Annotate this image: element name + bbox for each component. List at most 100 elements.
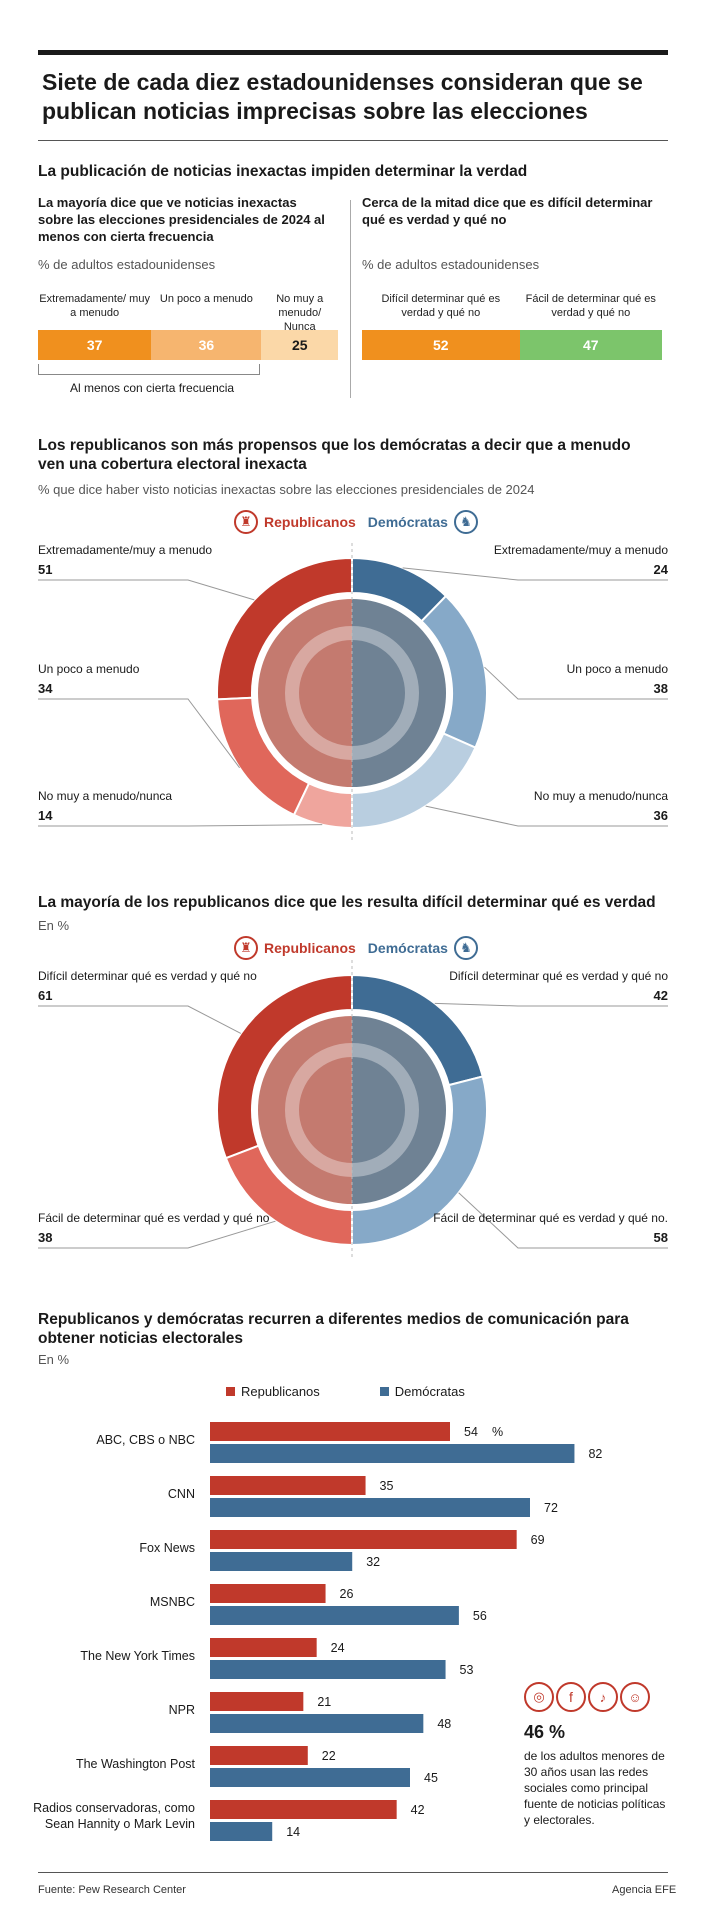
donkey-icon: ♞	[453, 936, 478, 960]
dem-label: Extremadamente/muy a menudo	[494, 543, 668, 557]
footer-source: Fuente: Pew Research Center	[38, 1884, 186, 1896]
bar-rep	[210, 1746, 308, 1765]
stacked-segment-left: 25	[261, 330, 338, 360]
callout-text: de los adultos menores de 30 años usan l…	[524, 1749, 666, 1827]
rep-label: No muy a menudo/nunca	[38, 789, 172, 803]
leader-line	[434, 1002, 668, 1007]
legend-dem: Demócratas	[367, 940, 448, 956]
bar-value-label: 14	[286, 1825, 300, 1839]
leader-line	[38, 1220, 276, 1249]
elephant-icon: ♜	[234, 510, 258, 534]
section1-right-unit: % de adultos estadounidenses	[362, 257, 540, 272]
segment-label: Fácil de determinar qué es verdad y qué …	[525, 293, 656, 319]
bar-dem	[210, 1606, 459, 1625]
rep-label: Fácil de determinar qué es verdad y qué …	[38, 1211, 270, 1225]
title-divider	[38, 140, 668, 141]
dem-label: Difícil determinar qué es verdad y qué n…	[449, 969, 668, 983]
leader-line	[38, 824, 323, 827]
dem-value: 36	[654, 808, 668, 823]
bar-rep	[210, 1476, 366, 1495]
segment-label: No muy a menudo/ Nunca	[276, 293, 324, 333]
legend-dem: Demócratas	[367, 514, 448, 530]
stacked-segment-right: 47	[519, 330, 662, 360]
bar-value-label: 69	[531, 1533, 545, 1547]
bar-dem	[210, 1822, 273, 1841]
bar-rep	[210, 1584, 326, 1603]
top-rule	[38, 50, 668, 55]
social-icons: ◎ f ♪ ☺	[524, 1682, 650, 1712]
dem-value: 38	[654, 681, 668, 696]
bar-value-label: 26	[340, 1587, 354, 1601]
bar-rep	[210, 1422, 450, 1441]
rep-label: Extremadamente/muy a menudo	[38, 543, 212, 557]
frequency-bracket-label: Al menos con cierta frecuencia	[70, 381, 235, 395]
instagram-icon: ◎	[524, 1682, 554, 1712]
inner-image-dem	[352, 1016, 446, 1204]
bar-rep	[210, 1638, 317, 1657]
bar-dem	[210, 1498, 530, 1517]
bar-rep	[210, 1692, 304, 1711]
tiktok-icon: ♪	[588, 1682, 618, 1712]
rep-value: 34	[38, 681, 53, 696]
category-label: MSNBC	[150, 1595, 195, 1609]
category-label: The Washington Post	[76, 1757, 196, 1771]
bar-value-label: 21	[317, 1695, 331, 1709]
dem-label: Un poco a menudo	[567, 662, 669, 676]
bar-value-label: 72	[544, 1501, 558, 1515]
dem-value: 58	[654, 1230, 668, 1245]
bar-value-label: 24	[331, 1641, 345, 1655]
bar-rep	[210, 1530, 517, 1549]
bar-dem	[210, 1444, 575, 1463]
segment-label: Un poco a menudo	[159, 293, 253, 305]
section3-legend: ♜ Republicanos Demócratas ♞	[234, 936, 478, 960]
section3-title: La mayoría de los republicanos dice que …	[38, 894, 656, 911]
section2-legend: ♜ Republicanos Demócratas ♞	[234, 510, 478, 534]
dem-value: 24	[654, 562, 669, 577]
section2-title: Los republicanos son más propensos que l…	[38, 437, 631, 473]
category-label: Sean Hannity o Mark Levin	[45, 1817, 195, 1831]
bar-value-label: 53	[460, 1663, 474, 1677]
rep-label: Un poco a menudo	[38, 662, 140, 676]
segment-label: Difícil determinar qué es verdad y qué n…	[381, 293, 501, 319]
snapchat-icon: ☺	[620, 1682, 650, 1712]
section1-divider	[350, 200, 351, 398]
category-label: CNN	[168, 1487, 195, 1501]
section2-donut-chart: Extremadamente/muy a menudo 51 Un poco a m…	[38, 543, 669, 843]
stacked-segment-left: 36	[151, 330, 262, 360]
section4-title: Republicanos y demócratas recurren a dif…	[38, 1311, 629, 1347]
category-label: Radios conservadoras, como	[33, 1801, 195, 1815]
legend-swatch-rep	[226, 1387, 235, 1396]
footer-agency: Agencia EFE	[612, 1884, 677, 1896]
category-label: NPR	[169, 1703, 195, 1717]
media-bar-chart: ABC, CBS o NBC 54 % 82 CNN 35 72 Fox News 69 32 MS…	[33, 1422, 602, 1841]
leader-line	[484, 666, 668, 700]
section3-subtitle: En %	[38, 918, 70, 933]
leader-line	[458, 1192, 668, 1249]
rep-value: 38	[38, 1230, 52, 1245]
leader-line	[402, 567, 668, 581]
stacked-segment-right: 52	[362, 330, 520, 360]
bar-legend: Republicanos Demócratas	[226, 1384, 465, 1399]
leader-line	[38, 698, 241, 769]
bar-value-label: 56	[473, 1609, 487, 1623]
dem-label: Fácil de determinar qué es verdad y qué …	[433, 1211, 668, 1225]
dem-value: 42	[654, 988, 668, 1003]
stacked-segment-left: 37	[38, 330, 152, 360]
category-label: Fox News	[139, 1541, 195, 1555]
rep-label: Difícil determinar qué es verdad y qué n…	[38, 969, 257, 983]
bar-dem	[210, 1660, 446, 1679]
section1-left-unit: % de adultos estadounidenses	[38, 257, 216, 272]
rep-value: 51	[38, 562, 52, 577]
section1-left-heading: La mayoría dice que ve noticias inexacta…	[38, 195, 325, 244]
section3-donut-chart: Difícil determinar qué es verdad y qué n…	[38, 960, 668, 1260]
elephant-icon: ♜	[234, 936, 258, 960]
bar-value-label: 54	[464, 1425, 478, 1439]
rep-value: 61	[38, 988, 52, 1003]
legend-label-dem: Demócratas	[394, 1384, 465, 1399]
section1-right-heading: Cerca de la mitad dice que es difícil de…	[362, 195, 653, 227]
bar-dem	[210, 1714, 424, 1733]
section1-title: La publicación de noticias inexactas imp…	[38, 163, 528, 180]
inner-image-dem	[352, 599, 446, 787]
bar-value-label: 35	[380, 1479, 394, 1493]
donkey-icon: ♞	[453, 510, 478, 534]
